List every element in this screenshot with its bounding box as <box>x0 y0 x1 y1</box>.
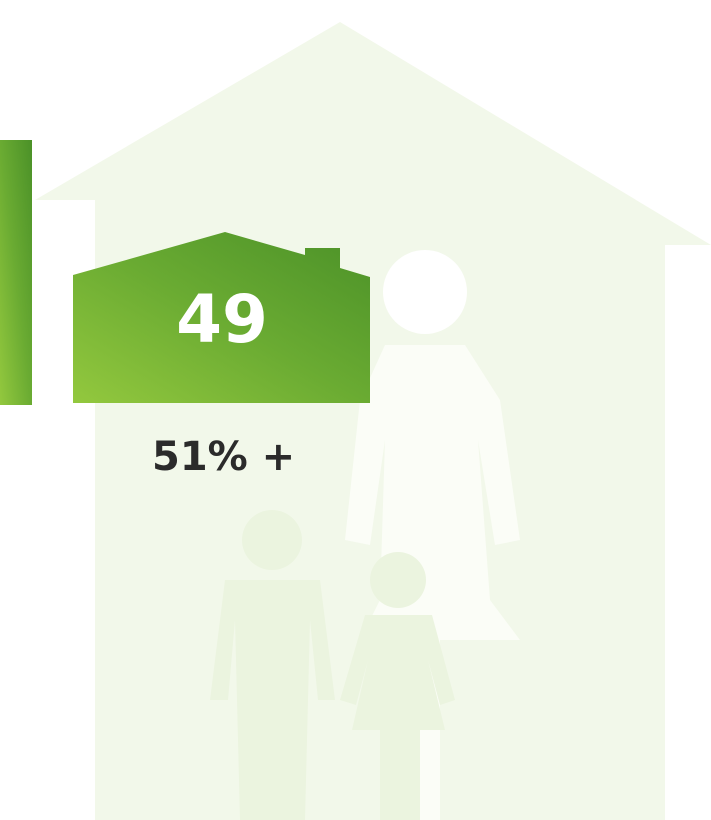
infographic: 49 51% + <box>0 0 711 820</box>
partial-tile <box>0 140 32 405</box>
tile-label: 51% + <box>152 434 295 480</box>
page: 49 51% + (() => { const data = JSON.pars… <box>0 0 711 820</box>
tile-number: 49 <box>176 281 268 358</box>
background-house <box>35 22 711 820</box>
